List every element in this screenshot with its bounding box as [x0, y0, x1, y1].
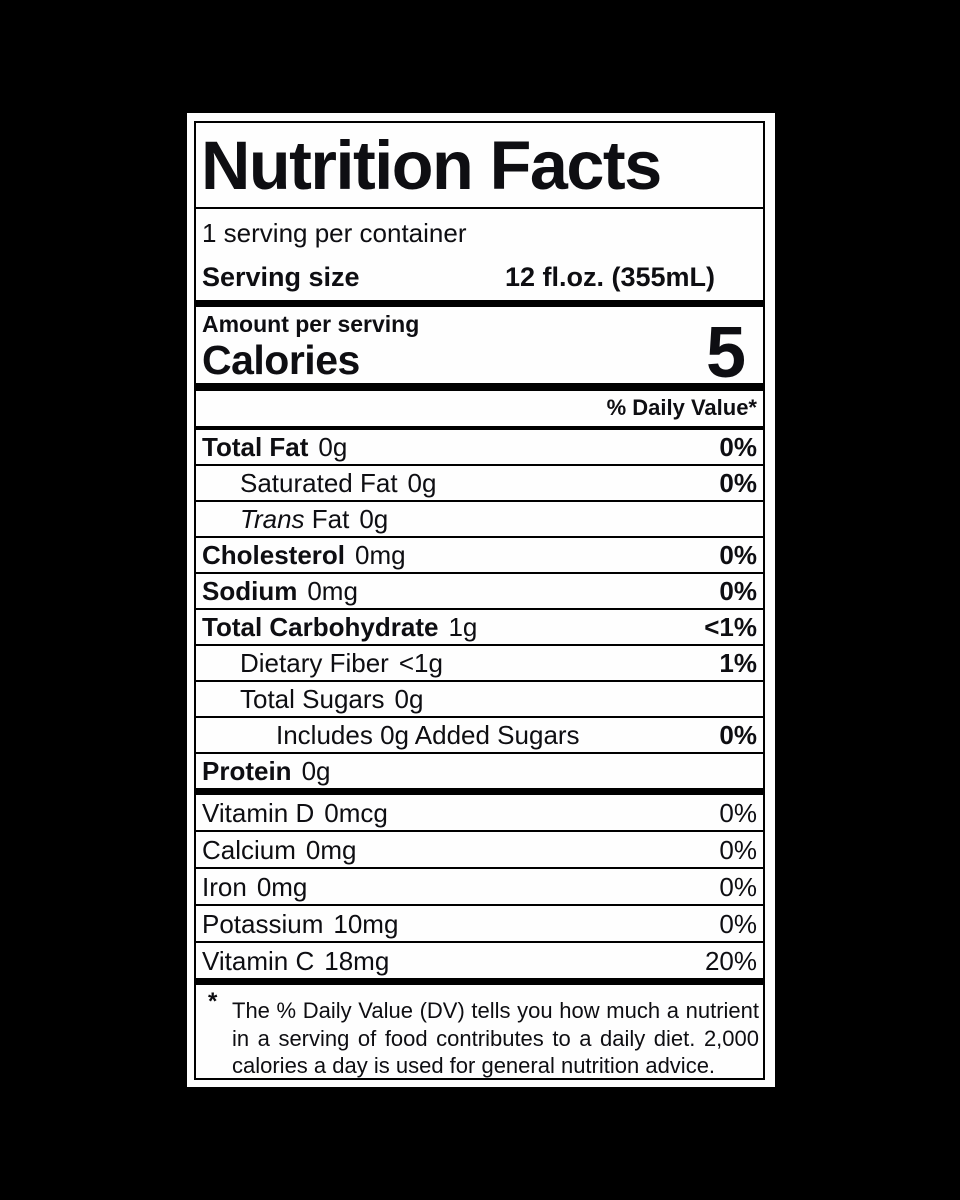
nutrient-row-trans-fat: Trans Fat 0g: [196, 500, 763, 536]
nutrient-name-italic: Trans: [240, 504, 305, 534]
vitamin-name: Vitamin C: [202, 945, 315, 976]
nutrient-daily-value: 0%: [719, 576, 757, 606]
nutrient-row-dietary-fiber: Dietary Fiber <1g 1%: [196, 644, 763, 680]
nutrient-daily-value: 0%: [719, 432, 757, 462]
vitamin-amount: 0mg: [256, 871, 308, 902]
nutrient-amount: 0g: [394, 684, 424, 714]
serving-size-label: Serving size: [202, 262, 360, 292]
vitamin-amount: 0mg: [305, 834, 357, 865]
nutrient-name: Dietary Fiber: [240, 648, 389, 678]
nutrition-facts-label: Nutrition Facts 1 serving per container …: [187, 113, 775, 1087]
nutrient-row-protein: Protein 0g: [196, 752, 763, 788]
nutrient-name: Includes 0g Added Sugars: [276, 720, 580, 750]
nutrient-name-and-amount: Total Fat 0g: [202, 432, 347, 462]
nutrient-row-sodium: Sodium 0mg 0%: [196, 572, 763, 608]
vitamin-row-vitamin-d: Vitamin D 0mcg 0%: [196, 795, 763, 830]
nutrient-daily-value: <1%: [704, 612, 757, 642]
nutrient-name-and-amount: Saturated Fat 0g: [202, 468, 436, 498]
nutrient-row-total-sugars: Total Sugars 0g: [196, 680, 763, 716]
nutrient-name-and-amount: Trans Fat 0g: [202, 504, 388, 534]
nutrient-amount: 1g: [448, 612, 478, 642]
vitamin-daily-value: 0%: [719, 797, 757, 828]
calories-section: Amount per serving Calories 5: [196, 307, 763, 391]
nutrient-row-total-fat: Total Fat 0g 0%: [196, 430, 763, 464]
nutrient-row-includes-0g-added-sugars: Includes 0g Added Sugars 0%: [196, 716, 763, 752]
nutrient-name: Protein: [202, 756, 292, 786]
nutrient-name: Total Sugars: [240, 684, 385, 714]
nutrient-amount: 0g: [359, 504, 389, 534]
nutrient-row-saturated-fat: Saturated Fat 0g 0%: [196, 464, 763, 500]
footnote-text: The % Daily Value (DV) tells you how muc…: [232, 998, 759, 1078]
nutrient-amount: <1g: [398, 648, 443, 678]
nutrient-amount: 0mg: [355, 540, 406, 570]
vitamin-name: Potassium: [202, 908, 324, 939]
divider-thick: [196, 978, 763, 985]
label-title: Nutrition Facts: [201, 126, 662, 204]
serving-size-value: 12 fl.oz. (355mL): [504, 262, 715, 292]
nutrient-row-cholesterol: Cholesterol 0mg 0%: [196, 536, 763, 572]
amount-per-serving-label: Amount per serving: [202, 311, 420, 337]
serving-size-row: Serving size 12 fl.oz. (355mL): [202, 262, 757, 292]
nutrient-name-and-amount: Protein 0g: [202, 756, 331, 786]
nutrient-daily-value: 1%: [719, 648, 757, 678]
calories-value: 5: [705, 313, 746, 393]
nutrient-rows: Total Fat 0g 0% Saturated Fat 0g 0% Trans Fat 0…: [196, 430, 763, 788]
vitamin-daily-value: 20%: [704, 945, 757, 976]
daily-value-header: % Daily Value*: [196, 391, 763, 430]
servings-per-container: 1 serving per container: [202, 218, 467, 248]
nutrient-name: Sodium: [202, 576, 298, 606]
nutrient-name: Cholesterol: [202, 540, 346, 570]
vitamin-name: Iron: [202, 871, 247, 902]
nutrient-name-and-amount: Includes 0g Added Sugars: [202, 720, 580, 750]
vitamin-name-and-amount: Potassium 10mg: [202, 909, 398, 939]
vitamin-row-iron: Iron 0mg 0%: [196, 867, 763, 904]
calories-label: Calories: [202, 337, 360, 383]
nutrient-daily-value: 0%: [719, 720, 757, 750]
footnote-asterisk: *: [208, 988, 218, 1015]
vitamin-name-and-amount: Vitamin D 0mcg: [202, 798, 388, 828]
nutrient-amount: 0mg: [307, 576, 358, 606]
vitamin-amount: 0mcg: [324, 797, 388, 828]
nutrient-name-and-amount: Cholesterol 0mg: [202, 540, 406, 570]
vitamin-name: Calcium: [202, 834, 296, 865]
vitamin-name-and-amount: Calcium 0mg: [202, 835, 357, 865]
vitamin-daily-value: 0%: [719, 908, 757, 939]
nutrient-name-and-amount: Sodium 0mg: [202, 576, 358, 606]
vitamin-row-potassium: Potassium 10mg 0%: [196, 904, 763, 941]
nutrient-amount: 0g: [407, 468, 437, 498]
nutrient-name-and-amount: Dietary Fiber <1g: [202, 648, 443, 678]
nutrient-daily-value: 0%: [719, 468, 757, 498]
nutrient-name: Trans Fat: [240, 504, 350, 534]
vitamin-name-and-amount: Vitamin C 18mg: [202, 946, 389, 976]
vitamin-row-vitamin-c: Vitamin C 18mg 20%: [196, 941, 763, 978]
nutrient-row-total-carbohydrate: Total Carbohydrate 1g <1%: [196, 608, 763, 644]
vitamin-name-and-amount: Iron 0mg: [202, 872, 307, 902]
vitamin-rows: Vitamin D 0mcg 0% Calcium 0mg 0% Iron 0mg 0% Pota…: [196, 795, 763, 978]
nutrient-name: Saturated Fat: [240, 468, 398, 498]
divider-thick: [196, 788, 763, 795]
label-panel: Nutrition Facts 1 serving per container …: [194, 121, 765, 1080]
title-box: Nutrition Facts: [196, 123, 763, 209]
nutrient-amount: 0g: [301, 756, 331, 786]
nutrient-daily-value: 0%: [719, 540, 757, 570]
nutrient-name-and-amount: Total Sugars 0g: [202, 684, 423, 714]
nutrient-name: Total Carbohydrate: [202, 612, 439, 642]
nutrient-name-and-amount: Total Carbohydrate 1g: [202, 612, 477, 642]
nutrient-name: Total Fat: [202, 432, 309, 462]
nutrient-amount: 0g: [318, 432, 348, 462]
vitamin-daily-value: 0%: [719, 834, 757, 865]
footnote: * The % Daily Value (DV) tells you how m…: [196, 985, 763, 1079]
vitamin-name: Vitamin D: [202, 797, 315, 828]
vitamin-row-calcium: Calcium 0mg 0%: [196, 830, 763, 867]
serving-section: 1 serving per container Serving size 12 …: [196, 209, 763, 307]
vitamin-amount: 18mg: [324, 945, 390, 976]
vitamin-amount: 10mg: [333, 908, 399, 939]
vitamin-daily-value: 0%: [719, 871, 757, 902]
